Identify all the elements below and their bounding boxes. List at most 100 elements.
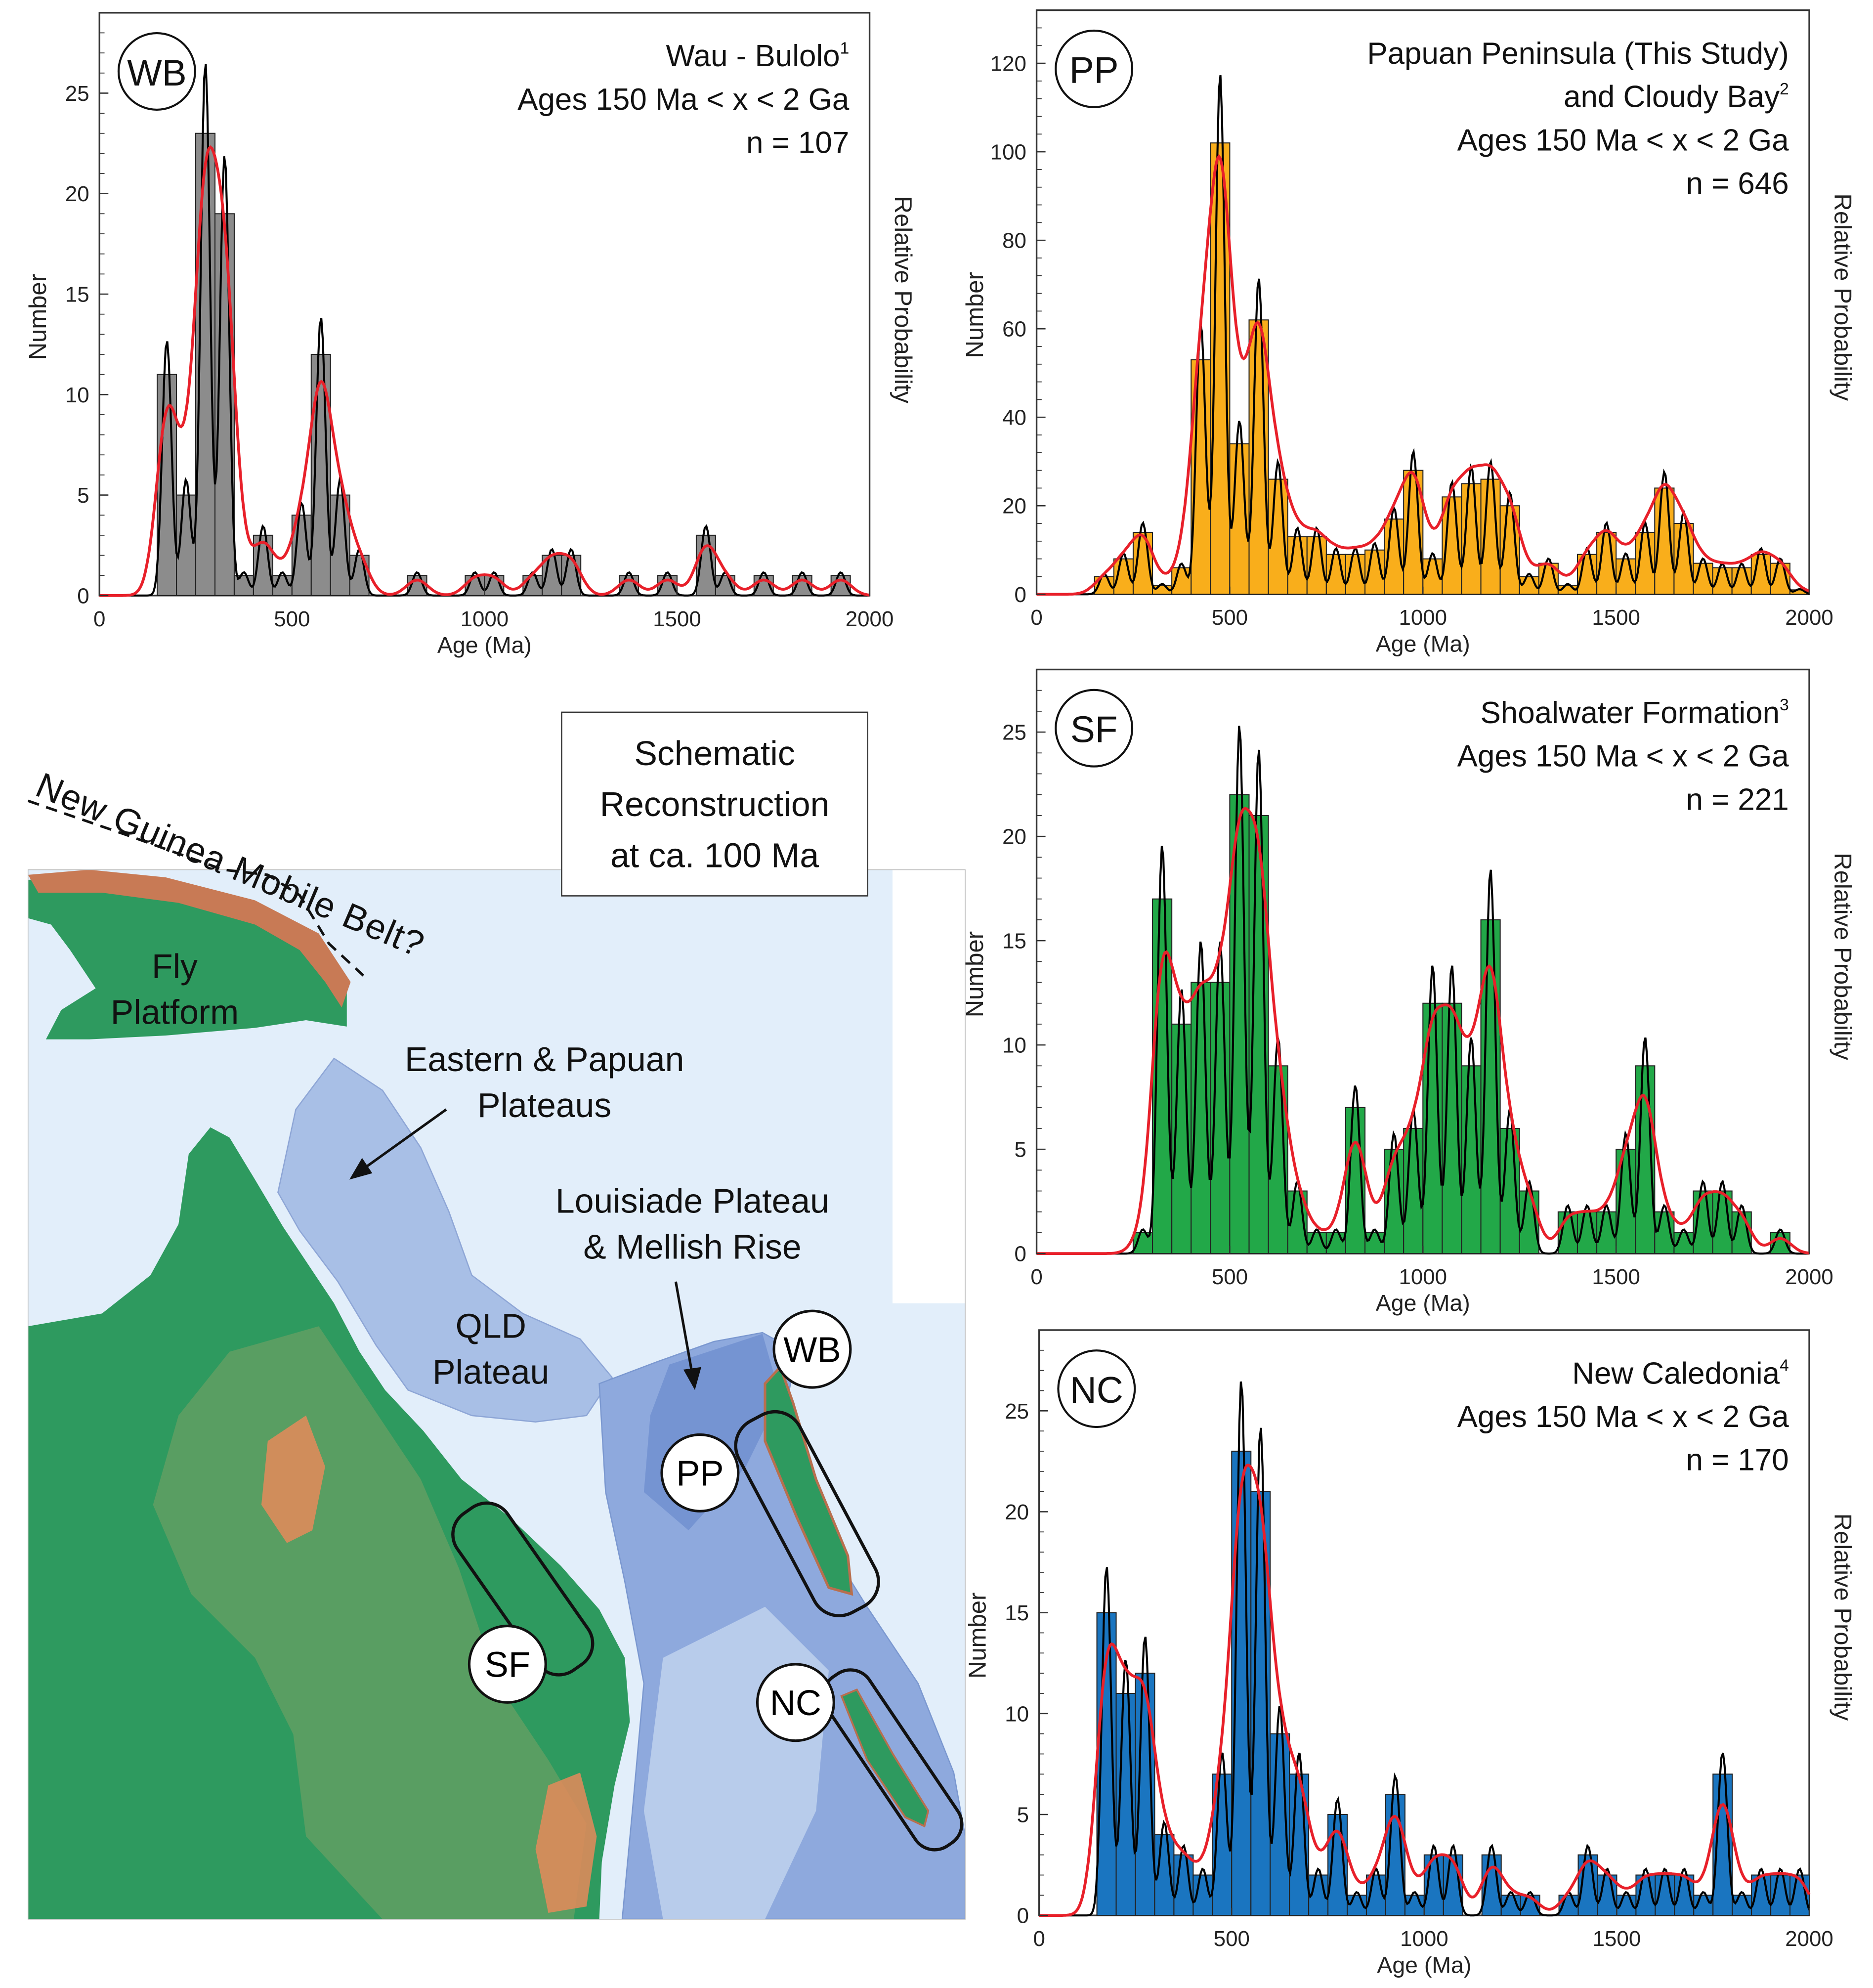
y-tick-label: 10 <box>65 383 89 407</box>
x-tick-label: 1500 <box>653 607 701 631</box>
box-line: Reconstruction <box>599 784 830 823</box>
site-badge-label: WB <box>127 52 187 93</box>
site-badge <box>1057 1349 1136 1428</box>
eastern-papuan-plateaus-label: Eastern & Papuan Plateaus <box>379 1037 710 1129</box>
y-tick-label: 25 <box>1005 1399 1029 1424</box>
sf-outline <box>451 1501 595 1677</box>
kde-curve <box>99 145 870 597</box>
title-text: Wau - Bulolo <box>666 39 840 73</box>
label-line: & Mellish Rise <box>583 1228 802 1266</box>
x-tick-label: 500 <box>1212 1265 1248 1289</box>
y2-axis-label: Relative Probability <box>1830 1513 1856 1721</box>
fly-platform-label: Fly Platform <box>85 944 264 1036</box>
label-line: Platform <box>110 993 239 1032</box>
y-tick-label: 10 <box>1005 1702 1029 1726</box>
y-tick-label: 60 <box>1002 317 1026 342</box>
title-superscript: 3 <box>1780 696 1789 714</box>
x-tick-label: 1500 <box>1592 1265 1640 1289</box>
nc-outline <box>821 1668 964 1852</box>
site-marker-pp: PP <box>660 1433 740 1513</box>
louisiade-plateau-label: Louisiade Plateau & Mellish Rise <box>527 1178 858 1270</box>
papuan-peninsula-land <box>764 1364 853 1596</box>
x-tick-label: 0 <box>1030 605 1042 630</box>
y-tick-label: 5 <box>1014 1138 1026 1162</box>
y-tick-label: 100 <box>990 140 1026 165</box>
label-line: QLD <box>455 1307 526 1345</box>
panel-title-line: Ages 150 Ma < x < 2 Ga <box>517 83 850 117</box>
panel-title-line: Papuan Peninsula (This Study) <box>1367 37 1788 71</box>
y-tick-label: 25 <box>1002 721 1026 745</box>
kde-curve <box>1036 807 1810 1255</box>
title-superscript: 4 <box>1780 1356 1789 1375</box>
chart-wb: 0 5 10 15 20 25 0 500 1000 1500 2000 Age (Ma) Number… <box>25 12 916 658</box>
site-marker-nc: NC <box>756 1663 835 1742</box>
box-line: Schematic <box>634 734 795 773</box>
y-tick-label: 20 <box>1002 825 1026 849</box>
site-label: NC <box>770 1684 821 1723</box>
panel-title-line: n = 646 <box>1686 167 1788 201</box>
new-guinea-highlands <box>28 869 351 1008</box>
pp-outline <box>734 1410 880 1618</box>
histogram-bar <box>1364 1232 1385 1254</box>
probability-density-curve <box>1036 75 1810 596</box>
panel-title-line: n = 107 <box>746 126 849 160</box>
site-badge-label: NC <box>1070 1369 1123 1411</box>
x-tick-label: 0 <box>93 607 105 631</box>
panel-title-line: n = 170 <box>1686 1443 1788 1477</box>
site-marker-wb: WB <box>772 1309 852 1389</box>
title-superscript: 2 <box>1780 80 1789 98</box>
panel-title-line: Ages 150 Ma < x < 2 Ga <box>1457 1400 1789 1434</box>
x-tick-label: 2000 <box>846 607 894 631</box>
y-tick-label: 20 <box>1002 494 1026 519</box>
site-badge <box>1055 29 1134 108</box>
louisiade-arrowhead <box>683 1367 701 1390</box>
panel-title-line: and Cloudy Bay2 <box>1564 80 1789 114</box>
title-text: Ages 150 Ma < x < 2 Ga <box>1457 123 1789 157</box>
x-axis-label: Age (Ma) <box>1377 1952 1471 1978</box>
panel-title-line: Wau - Bulolo1 <box>666 39 850 73</box>
x-tick-label: 500 <box>1214 1927 1250 1951</box>
label-line: Louisiade Plateau <box>555 1182 829 1221</box>
site-badge-label: SF <box>1070 709 1118 750</box>
site-badge <box>1055 689 1134 768</box>
qld-plateau-label: QLD Plateau <box>415 1303 568 1395</box>
site-marker-sf: SF <box>468 1624 547 1704</box>
y-tick-label: 0 <box>1017 1904 1029 1928</box>
y-tick-label: 25 <box>65 82 89 106</box>
australia-uplands <box>153 1326 587 1919</box>
x-axis-label: Age (Ma) <box>1376 631 1470 656</box>
y-tick-label: 10 <box>1002 1034 1026 1058</box>
eastern-plateau-arrow <box>360 1108 447 1172</box>
y2-axis-label: Relative Probability <box>1830 853 1856 1060</box>
schematic-reconstruction-box: Schematic Reconstruction at ca. 100 Ma <box>561 711 868 897</box>
y-tick-label: 40 <box>1002 406 1026 430</box>
y-tick-label: 5 <box>77 483 89 508</box>
x-tick-label: 2000 <box>1785 1927 1833 1951</box>
x-tick-label: 0 <box>1033 1927 1045 1951</box>
eastern-papuan-plateau <box>277 1057 613 1423</box>
y2-axis-label: Relative Probability <box>890 196 916 404</box>
y-tick-label: 80 <box>1002 229 1026 253</box>
title-text: Ages 150 Ma < x < 2 Ga <box>1457 1400 1789 1434</box>
probability-density-curve <box>1039 1381 1810 1917</box>
eastern-plateau-arrowhead <box>349 1158 373 1180</box>
map-frame <box>27 869 966 1920</box>
mobile-belt-dashed-line <box>27 799 365 977</box>
panel-title-line: n = 221 <box>1686 782 1788 817</box>
x-tick-label: 2000 <box>1785 605 1833 630</box>
site-label: PP <box>676 1454 724 1494</box>
probability-density-curve <box>1036 726 1810 1255</box>
title-text: Papuan Peninsula (This Study) <box>1367 37 1788 71</box>
title-text: Ages 150 Ma < x < 2 Ga <box>517 83 850 117</box>
y-axis-label: Number <box>964 1593 991 1679</box>
label-line: Eastern & Papuan <box>404 1040 684 1079</box>
kde-curve <box>1039 1464 1811 1917</box>
y-tick-label: 20 <box>1005 1500 1029 1524</box>
y-tick-label: 120 <box>990 52 1026 76</box>
y-tick-label: 0 <box>77 584 89 608</box>
panel-title-line: Ages 150 Ma < x < 2 Ga <box>1457 123 1789 157</box>
x-tick-label: 2000 <box>1785 1265 1833 1289</box>
